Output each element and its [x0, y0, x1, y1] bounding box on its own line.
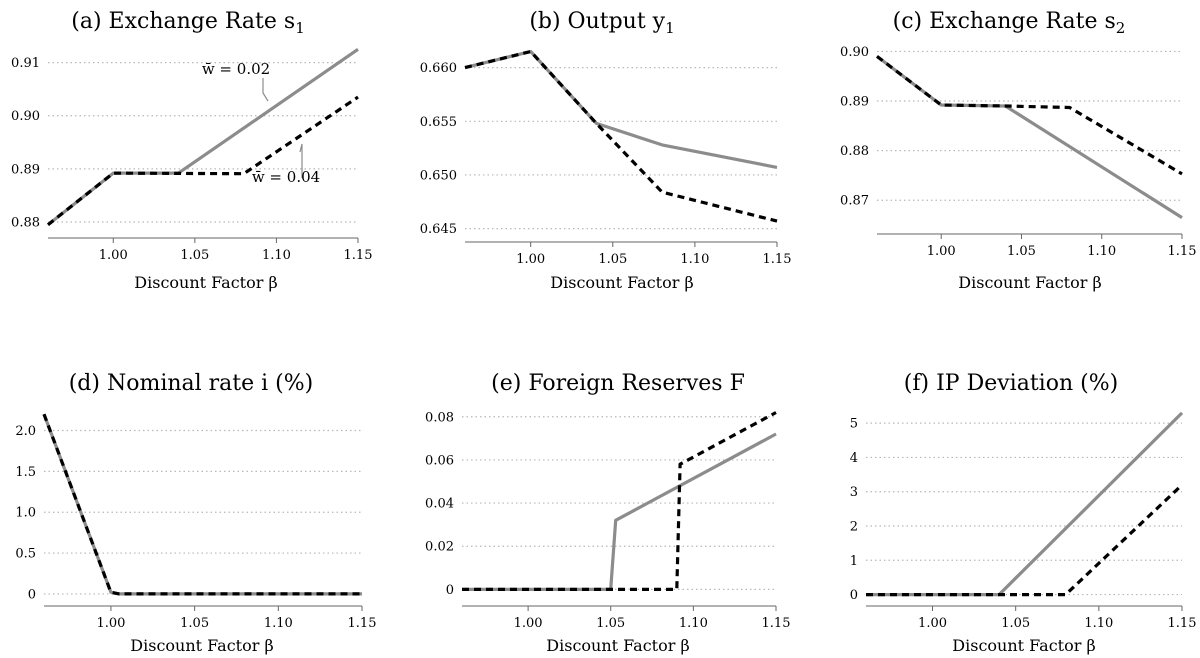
- x-tick-label: 1.10: [1087, 244, 1116, 259]
- y-tick-label: 0.90: [11, 109, 40, 124]
- x-tick-label: 1.15: [1168, 244, 1197, 259]
- panel-nominal-rate: (d) Nominal rate i (%) Discount Factor β…: [15, 371, 376, 655]
- y-tick-label: 0: [850, 588, 858, 603]
- y-tick-label: 0.08: [425, 410, 454, 425]
- y-tick-label: 4: [850, 451, 858, 466]
- x-tick-label: 1.15: [762, 616, 791, 631]
- series-line-solid: [866, 411, 1184, 597]
- annotation-label: w̄ = 0.04: [252, 168, 320, 186]
- y-tick-label: 1: [850, 554, 858, 569]
- x-tick-label: 1.05: [180, 616, 209, 631]
- y-tick-label: 2.0: [15, 424, 36, 439]
- x-tick-label: 1.15: [344, 248, 373, 263]
- series-line-dashed: [866, 483, 1184, 597]
- y-tick-label: 0.91: [11, 56, 40, 71]
- x-tick-label: 1.15: [1168, 616, 1197, 631]
- panel-title: (e) Foreign Reserves F: [491, 371, 745, 396]
- panel-title: (a) Exchange Rate s1: [71, 9, 305, 37]
- x-tick-label: 1.00: [514, 616, 543, 631]
- y-tick-label: 0.88: [840, 144, 869, 159]
- panel-title: (d) Nominal rate i (%): [69, 371, 314, 396]
- y-tick-label: 0: [28, 587, 36, 602]
- y-tick-label: 0.06: [425, 453, 454, 468]
- y-tick-label: 1.0: [15, 506, 36, 521]
- series-line-solid: [876, 55, 1183, 219]
- y-tick-label: 2: [850, 520, 858, 535]
- x-tick-label: 1.10: [1084, 616, 1113, 631]
- x-tick-label: 1.10: [680, 252, 709, 267]
- y-tick-label: 0.645: [420, 222, 457, 237]
- panel-title: (c) Exchange Rate s2: [893, 9, 1126, 37]
- y-tick-label: 0.88: [11, 216, 40, 231]
- series-line-dashed: [876, 55, 1183, 176]
- y-tick-label: 0.660: [420, 61, 457, 76]
- series-line-solid: [464, 49, 778, 169]
- series-line-dashed: [462, 411, 777, 592]
- x-tick-label: 1.15: [348, 616, 377, 631]
- x-tick-label: 1.05: [180, 248, 209, 263]
- x-tick-label: 1.00: [99, 248, 128, 263]
- y-tick-label: 5: [850, 417, 858, 432]
- series-line-dashed: [464, 49, 778, 223]
- y-tick-label: 0.89: [11, 162, 40, 177]
- y-tick-label: 0.87: [840, 194, 869, 209]
- panel-output-y1: (b) Output y1 Discount Factor β 0.645 0.6…: [420, 9, 792, 292]
- y-tick-label: 0.655: [420, 115, 457, 130]
- x-axis-label: Discount Factor β: [130, 636, 273, 655]
- annotation-leader: [262, 78, 269, 102]
- panel-exchange-rate-s1: (a) Exchange Rate s1 Discount Factor β 0…: [11, 9, 372, 292]
- x-tick-label: 1.05: [1001, 616, 1030, 631]
- x-tick-label: 1.15: [763, 252, 792, 267]
- panel-exchange-rate-s2: (c) Exchange Rate s2 Discount Factor β 0…: [840, 9, 1196, 292]
- x-tick-label: 1.00: [918, 616, 947, 631]
- y-tick-label: 1.5: [15, 465, 36, 480]
- x-tick-label: 1.10: [262, 248, 291, 263]
- series-line-dashed: [42, 413, 362, 596]
- panel-title: (b) Output y1: [529, 9, 674, 37]
- panel-ip-deviation: (f) IP Deviation (%) Discount Factor β 0…: [850, 371, 1197, 655]
- annotation-leader: [299, 143, 303, 178]
- annotation-label: w̄ = 0.02: [202, 60, 270, 78]
- y-tick-label: 0: [446, 583, 454, 598]
- series-line-solid: [42, 413, 362, 596]
- y-tick-label: 0.650: [420, 168, 457, 183]
- series-line-dashed: [47, 95, 359, 226]
- x-tick-label: 1.00: [516, 252, 545, 267]
- x-tick-label: 1.10: [679, 616, 708, 631]
- x-axis-label: Discount Factor β: [958, 273, 1101, 292]
- panel-title: (f) IP Deviation (%): [904, 371, 1118, 396]
- y-tick-label: 0.04: [425, 497, 454, 512]
- series-line-solid: [462, 432, 777, 592]
- y-tick-label: 0.5: [15, 547, 36, 562]
- x-axis-label: Discount Factor β: [546, 636, 689, 655]
- y-tick-label: 0.90: [840, 45, 869, 60]
- panel-foreign-reserves: (e) Foreign Reserves F Discount Factor β…: [425, 371, 790, 655]
- x-axis-label: Discount Factor β: [134, 273, 277, 292]
- x-tick-label: 1.00: [927, 244, 956, 259]
- x-axis-label: Discount Factor β: [952, 636, 1095, 655]
- x-tick-label: 1.10: [264, 616, 293, 631]
- y-tick-label: 0.02: [425, 540, 454, 555]
- x-axis-label: Discount Factor β: [550, 273, 693, 292]
- y-tick-label: 0.89: [840, 95, 869, 110]
- y-tick-label: 3: [850, 485, 858, 500]
- x-tick-label: 1.05: [1007, 244, 1036, 259]
- x-tick-label: 1.05: [596, 616, 625, 631]
- x-tick-label: 1.00: [96, 616, 125, 631]
- x-tick-label: 1.05: [598, 252, 627, 267]
